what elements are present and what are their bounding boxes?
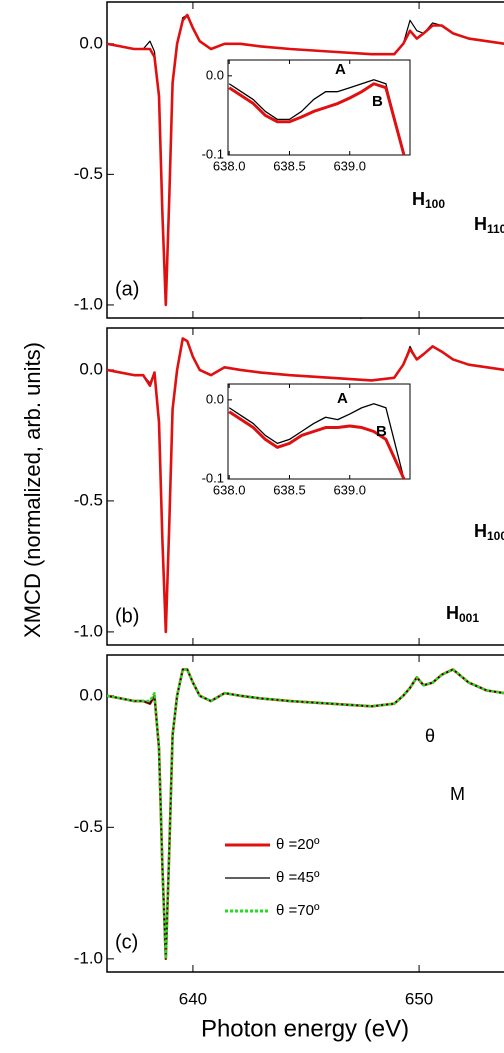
series-line bbox=[107, 13, 504, 307]
annotation: H001 bbox=[446, 603, 479, 625]
x-tick-label: 639.0 bbox=[333, 482, 366, 497]
annotation-subscript: 001 bbox=[459, 611, 479, 625]
series-line bbox=[107, 668, 504, 961]
annotation: A bbox=[335, 61, 346, 78]
y-tick-label: -0.5 bbox=[74, 164, 103, 183]
annotation-subscript: 110 bbox=[487, 222, 504, 236]
x-axis-label: Photon energy (eV) bbox=[201, 1015, 409, 1042]
panel-label: (b) bbox=[115, 605, 139, 627]
x-tick-label: 638.5 bbox=[273, 158, 306, 173]
plot-frame bbox=[106, 327, 504, 646]
panel-label: (c) bbox=[115, 931, 138, 953]
y-tick-label: 0.0 bbox=[79, 685, 103, 704]
y-tick-label: -1.0 bbox=[74, 294, 103, 313]
series-line bbox=[228, 79, 405, 155]
y-tick-label: -0.5 bbox=[74, 817, 103, 836]
annotation: θ bbox=[425, 726, 435, 746]
annotation-text: θ bbox=[425, 726, 435, 746]
annotation-text: B bbox=[372, 93, 383, 110]
series-line bbox=[228, 82, 406, 155]
x-tick-label: 638.0 bbox=[213, 482, 246, 497]
panel-label: (a) bbox=[115, 278, 139, 300]
y-tick-label: -0.5 bbox=[74, 490, 103, 509]
annotation-text: H bbox=[474, 521, 487, 541]
annotation: A bbox=[337, 390, 348, 407]
legend-label: θ =70º bbox=[276, 902, 320, 919]
y-tick-label: -0.1 bbox=[202, 470, 224, 485]
annotation: H100 bbox=[412, 189, 445, 211]
annotation-subscript: 100 bbox=[425, 197, 445, 211]
y-tick-label: 0.0 bbox=[79, 33, 103, 52]
annotation-text: H bbox=[474, 214, 487, 234]
annotation-text: A bbox=[335, 61, 346, 78]
y-tick-label: -0.1 bbox=[202, 146, 224, 161]
annotation: H110 bbox=[474, 214, 504, 236]
annotation: M bbox=[450, 784, 465, 804]
series-line bbox=[107, 337, 504, 634]
y-tick-label: 0.0 bbox=[206, 67, 224, 82]
y-tick-label: -1.0 bbox=[74, 621, 103, 640]
annotation-text: A bbox=[337, 390, 348, 407]
annotation: B bbox=[372, 93, 383, 110]
y-tick-label: -1.0 bbox=[74, 948, 103, 967]
y-axis-label: XMCD (normalized, arb. units) bbox=[20, 342, 45, 638]
plot-frame bbox=[106, 654, 504, 973]
x-tick-label: 639.0 bbox=[333, 158, 366, 173]
legend-label: θ =45º bbox=[276, 869, 320, 886]
annotation-text: H bbox=[412, 189, 425, 209]
annotation: H100 bbox=[474, 521, 504, 543]
plot-frame bbox=[106, 1, 504, 319]
annotation-text: B bbox=[376, 423, 387, 440]
series-line bbox=[228, 410, 406, 479]
x-tick-label: 640 bbox=[179, 989, 207, 1008]
x-tick-label: 638.5 bbox=[273, 482, 306, 497]
y-tick-label: 0.0 bbox=[206, 391, 224, 406]
legend-label: θ =20º bbox=[276, 836, 320, 853]
annotation: B bbox=[376, 423, 387, 440]
annotation-text: M bbox=[450, 784, 465, 804]
x-tick-label: 650 bbox=[405, 989, 433, 1008]
annotation-text: H bbox=[446, 603, 459, 623]
y-tick-label: 0.0 bbox=[79, 359, 103, 378]
series-line bbox=[228, 403, 405, 479]
x-tick-label: 638.0 bbox=[213, 158, 246, 173]
annotation-subscript: 100 bbox=[487, 529, 504, 543]
